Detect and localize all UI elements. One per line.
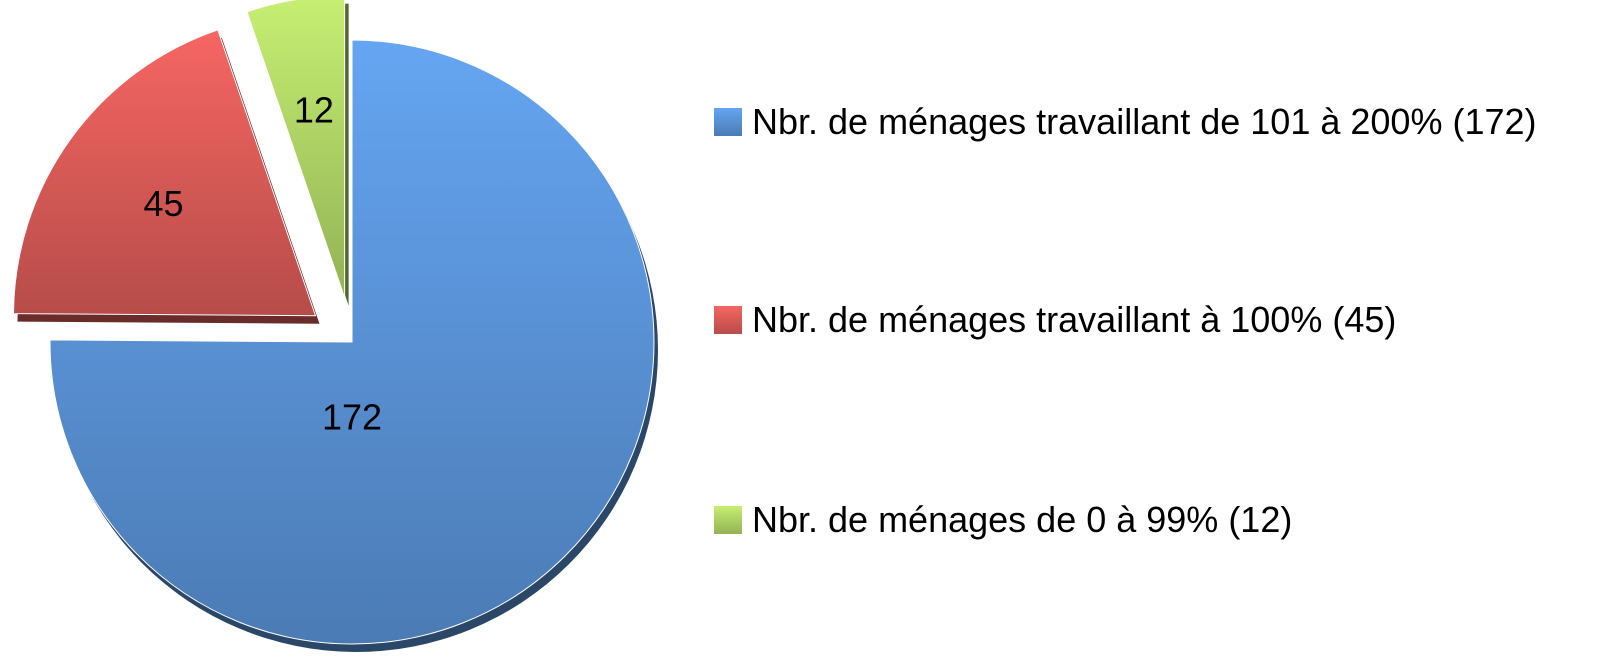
data-label: 45 <box>144 183 184 224</box>
data-label: 12 <box>294 89 334 130</box>
legend-label: Nbr. de ménages travaillant à 100% (45) <box>752 299 1397 340</box>
slice <box>49 39 655 645</box>
legend-item: Nbr. de ménages travaillant à 100% (45) <box>714 290 1574 350</box>
legend-item: Nbr. de ménages travaillant de 101 à 200… <box>714 92 1574 152</box>
data-label: 172 <box>322 397 382 438</box>
slice <box>12 29 317 317</box>
legend-label: Nbr. de ménages travaillant de 101 à 200… <box>752 101 1537 142</box>
legend-swatch <box>714 108 742 136</box>
legend-item: Nbr. de ménages de 0 à 99% (12) <box>714 490 1574 550</box>
legend-swatch <box>714 306 742 334</box>
legend-swatch <box>714 506 742 534</box>
legend-label: Nbr. de ménages de 0 à 99% (12) <box>752 499 1293 540</box>
slice <box>246 0 346 298</box>
